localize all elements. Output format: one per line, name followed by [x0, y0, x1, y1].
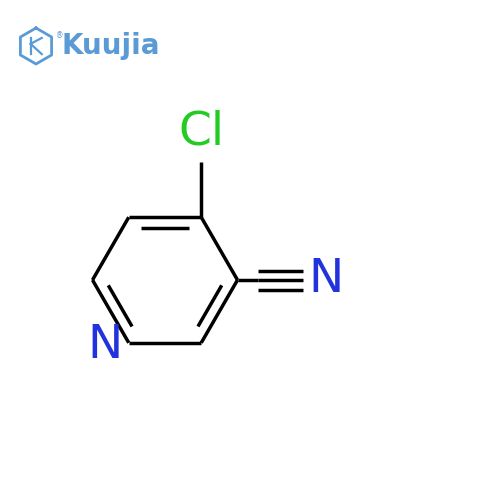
- Text: N: N: [308, 258, 344, 302]
- Text: ®: ®: [56, 30, 64, 40]
- Text: Cl: Cl: [178, 110, 224, 154]
- Text: N: N: [88, 323, 122, 368]
- Text: Kuujia: Kuujia: [62, 32, 160, 60]
